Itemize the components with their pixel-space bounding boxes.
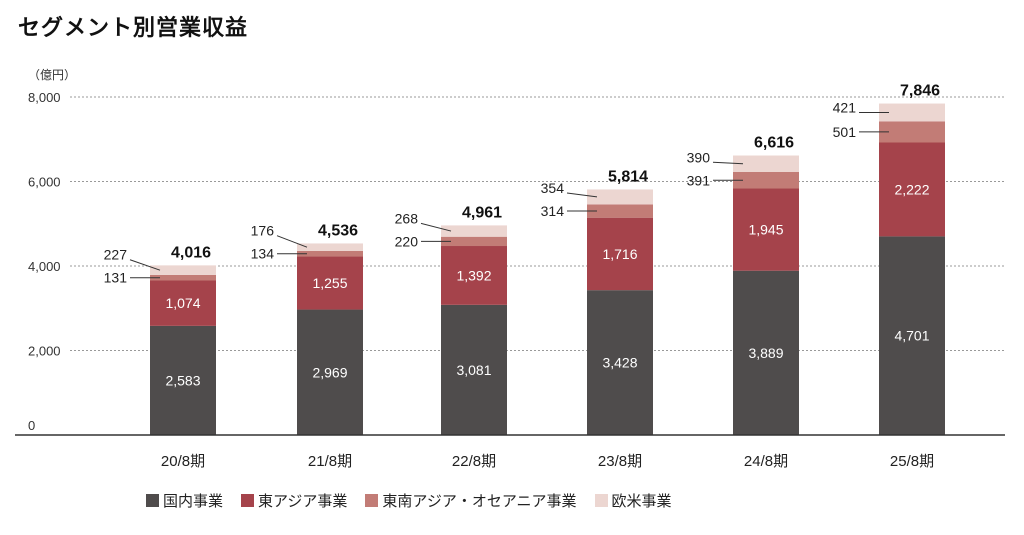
y-tick-label: 6,000 (28, 175, 61, 190)
total-label: 6,616 (754, 135, 794, 152)
data-label: 220 (395, 233, 419, 249)
bar-segment (879, 103, 945, 122)
bar-segment (587, 204, 653, 218)
data-label: 1,255 (312, 275, 347, 291)
bar-segment (297, 256, 363, 310)
data-label: 2,222 (894, 181, 929, 197)
bar-segment (879, 121, 945, 143)
legend: 国内事業 東アジア事業 東南アジア・オセアニア事業 欧米事業 (146, 490, 672, 511)
bar-segment (587, 217, 653, 291)
data-label: 3,889 (748, 345, 783, 361)
bar-segment (587, 290, 653, 435)
legend-item: 東アジア事業 (241, 490, 347, 511)
bar-segment (441, 246, 507, 305)
legend-label: 欧米事業 (611, 493, 672, 510)
bar-segment (150, 325, 216, 435)
bar-segment (297, 250, 363, 257)
bar-segment (297, 309, 363, 435)
leader-line (129, 259, 161, 271)
total-label: 4,961 (462, 204, 502, 221)
bar-segment (297, 243, 363, 251)
bar-segment (441, 304, 507, 435)
chart-title: セグメント別営業収益 (18, 15, 249, 40)
data-label: 1,074 (165, 295, 200, 311)
data-label: 176 (251, 223, 275, 239)
bar-segment (733, 171, 799, 189)
y-tick-label: 8,000 (28, 90, 61, 105)
legend-label: 国内事業 (163, 493, 224, 510)
x-tick-label: 25/8期 (890, 453, 934, 470)
y-axis-unit-label: （億円） (28, 68, 76, 82)
x-tick-label: 20/8期 (161, 453, 205, 470)
legend-swatch (241, 494, 255, 507)
bar-segment (150, 265, 216, 275)
total-label: 4,016 (171, 244, 211, 261)
y-tick-label: 0 (28, 418, 35, 433)
bar-segment (733, 155, 799, 172)
legend-label: 東アジア事業 (258, 493, 348, 510)
leader-line (712, 161, 744, 165)
data-label: 390 (687, 149, 711, 165)
bar-segment (441, 236, 507, 247)
bar-segment (587, 189, 653, 205)
bar-segment (733, 188, 799, 271)
data-label: 3,428 (602, 355, 637, 371)
data-label: 354 (541, 180, 565, 196)
data-label: 421 (833, 99, 857, 115)
leader-line (566, 192, 598, 198)
x-tick-label: 23/8期 (598, 453, 642, 470)
data-label: 2,969 (312, 364, 347, 380)
legend-item: 東南アジア・オセアニア事業 (365, 490, 577, 511)
data-label: 314 (541, 203, 565, 219)
data-label: 1,392 (456, 267, 491, 283)
data-label: 1,945 (748, 222, 783, 238)
x-tick-label: 21/8期 (308, 453, 352, 470)
data-label: 501 (833, 124, 857, 140)
data-label: 131 (104, 270, 128, 286)
legend-item: 国内事業 (146, 490, 223, 511)
legend-swatch (146, 494, 159, 507)
legend-swatch (365, 494, 379, 507)
total-label: 5,814 (608, 168, 648, 185)
legend-item: 欧米事業 (594, 490, 672, 511)
x-tick-label: 24/8期 (744, 453, 788, 470)
data-label: 4,701 (894, 328, 929, 344)
total-label: 4,536 (318, 222, 358, 239)
data-label: 3,081 (456, 362, 491, 378)
bar-segment (733, 270, 799, 435)
legend-label: 東南アジア・オセアニア事業 (382, 493, 577, 510)
total-label: 7,846 (900, 83, 940, 100)
x-tick-label: 22/8期 (452, 453, 496, 470)
data-label: 134 (251, 246, 275, 262)
y-tick-label: 2,000 (28, 344, 61, 359)
bar-segment (879, 142, 945, 237)
data-label: 227 (104, 247, 128, 263)
data-label: 1,716 (602, 246, 637, 262)
bar-segment (879, 236, 945, 435)
stacked-bar-chart: （億円） 0 2,000 4,000 6,000 8,000 2,583 1,074 131 22… (15, 68, 1005, 470)
leader-line (420, 222, 452, 232)
leader-line (276, 235, 308, 248)
data-label: 391 (687, 172, 711, 188)
data-label: 2,583 (165, 372, 200, 388)
data-label: 268 (395, 210, 419, 226)
legend-swatch (594, 494, 608, 507)
y-tick-label: 4,000 (28, 259, 61, 274)
bar-segment (150, 274, 216, 281)
bar-segment (150, 280, 216, 326)
bar-segment (441, 225, 507, 237)
